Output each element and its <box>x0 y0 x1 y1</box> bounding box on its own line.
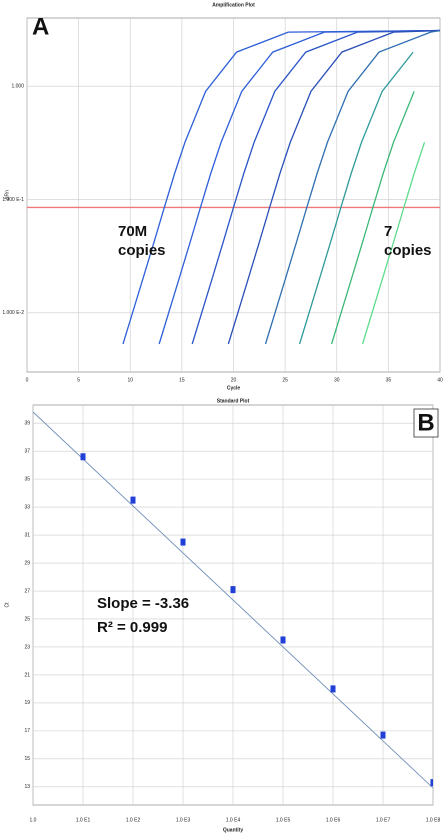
amplification-curve <box>361 142 426 345</box>
x-tick-label: 5 <box>77 377 80 383</box>
x-tick-label: 25 <box>282 377 288 383</box>
plot-layer <box>27 29 440 345</box>
amplification-curve <box>264 29 440 345</box>
data-point <box>230 586 236 594</box>
y-tick-label: 33 <box>24 504 30 510</box>
annotation: 7 copies <box>384 223 432 259</box>
y-tick-label: 19 <box>24 700 30 706</box>
x-axis-label: Cycle <box>227 385 241 391</box>
fit-line <box>33 411 433 789</box>
chart-title: Amplification Plot <box>212 2 255 8</box>
data-point <box>130 496 136 504</box>
data-point <box>80 453 86 461</box>
y-tick-label: 13 <box>24 784 30 790</box>
amplification-curve <box>227 29 440 345</box>
x-tick-label: 1.0 E4 <box>226 817 241 823</box>
data-point <box>180 538 186 546</box>
y-tick-label: 1.000 E-1 <box>2 197 24 203</box>
x-tick-label: 1.0 E1 <box>76 817 91 823</box>
data-point <box>330 685 336 693</box>
y-tick-label: 15 <box>24 756 30 762</box>
y-tick-label: 31 <box>24 532 30 538</box>
annotation: Slope = -3.36 <box>97 595 190 612</box>
x-tick-label: 15 <box>179 377 185 383</box>
x-tick-label: 35 <box>386 377 392 383</box>
x-tick-label: 1.0 E3 <box>176 817 191 823</box>
y-tick-label: 35 <box>24 476 30 482</box>
panel-label: B <box>417 409 434 436</box>
annotation: R² = 0.999 <box>97 619 168 636</box>
y-tick-label: 23 <box>24 644 30 650</box>
x-tick-label: 1.0 E7 <box>376 817 391 823</box>
y-axis-label: ΔRn <box>4 190 10 200</box>
x-tick-label: 30 <box>334 377 340 383</box>
x-axis-label: Quantity <box>223 827 243 833</box>
y-tick-label: 1.000 E-2 <box>2 310 24 316</box>
chart-title: Standard Plot <box>217 398 250 404</box>
y-tick-label: 39 <box>24 421 30 427</box>
data-point <box>280 636 286 644</box>
y-tick-label: 29 <box>24 560 30 566</box>
x-tick-label: 1.0 E2 <box>126 817 141 823</box>
y-tick-label: 27 <box>24 588 30 594</box>
y-tick-label: 17 <box>24 728 30 734</box>
data-point <box>430 779 433 787</box>
data-point <box>380 731 386 739</box>
amplification-curve <box>191 29 440 345</box>
amplification-curve <box>122 29 440 345</box>
x-tick-label: 1.0 E6 <box>326 817 341 823</box>
x-tick-label: 1.0 E8 <box>426 817 441 823</box>
y-tick-label: 25 <box>24 616 30 622</box>
x-tick-label: 0 <box>26 377 29 383</box>
x-tick-label: 10 <box>127 377 133 383</box>
y-tick-label: 21 <box>24 672 30 678</box>
amplification-curve <box>330 91 415 345</box>
amplification-curve <box>158 29 440 345</box>
x-tick-label: 1.0 E5 <box>276 817 291 823</box>
y-tick-label: 37 <box>24 448 30 454</box>
y-tick-label: 1.000 <box>11 84 24 90</box>
y-axis-label: Ct <box>4 602 10 608</box>
x-tick-label: 20 <box>231 377 237 383</box>
amplification-curve <box>298 51 414 345</box>
x-tick-label: 1.0 <box>30 817 37 823</box>
x-tick-label: 40 <box>437 377 443 383</box>
annotation: 70M copies <box>118 223 166 259</box>
panel-label-box <box>413 408 439 438</box>
plot-layer <box>33 411 433 789</box>
panel-label: A <box>32 13 49 40</box>
